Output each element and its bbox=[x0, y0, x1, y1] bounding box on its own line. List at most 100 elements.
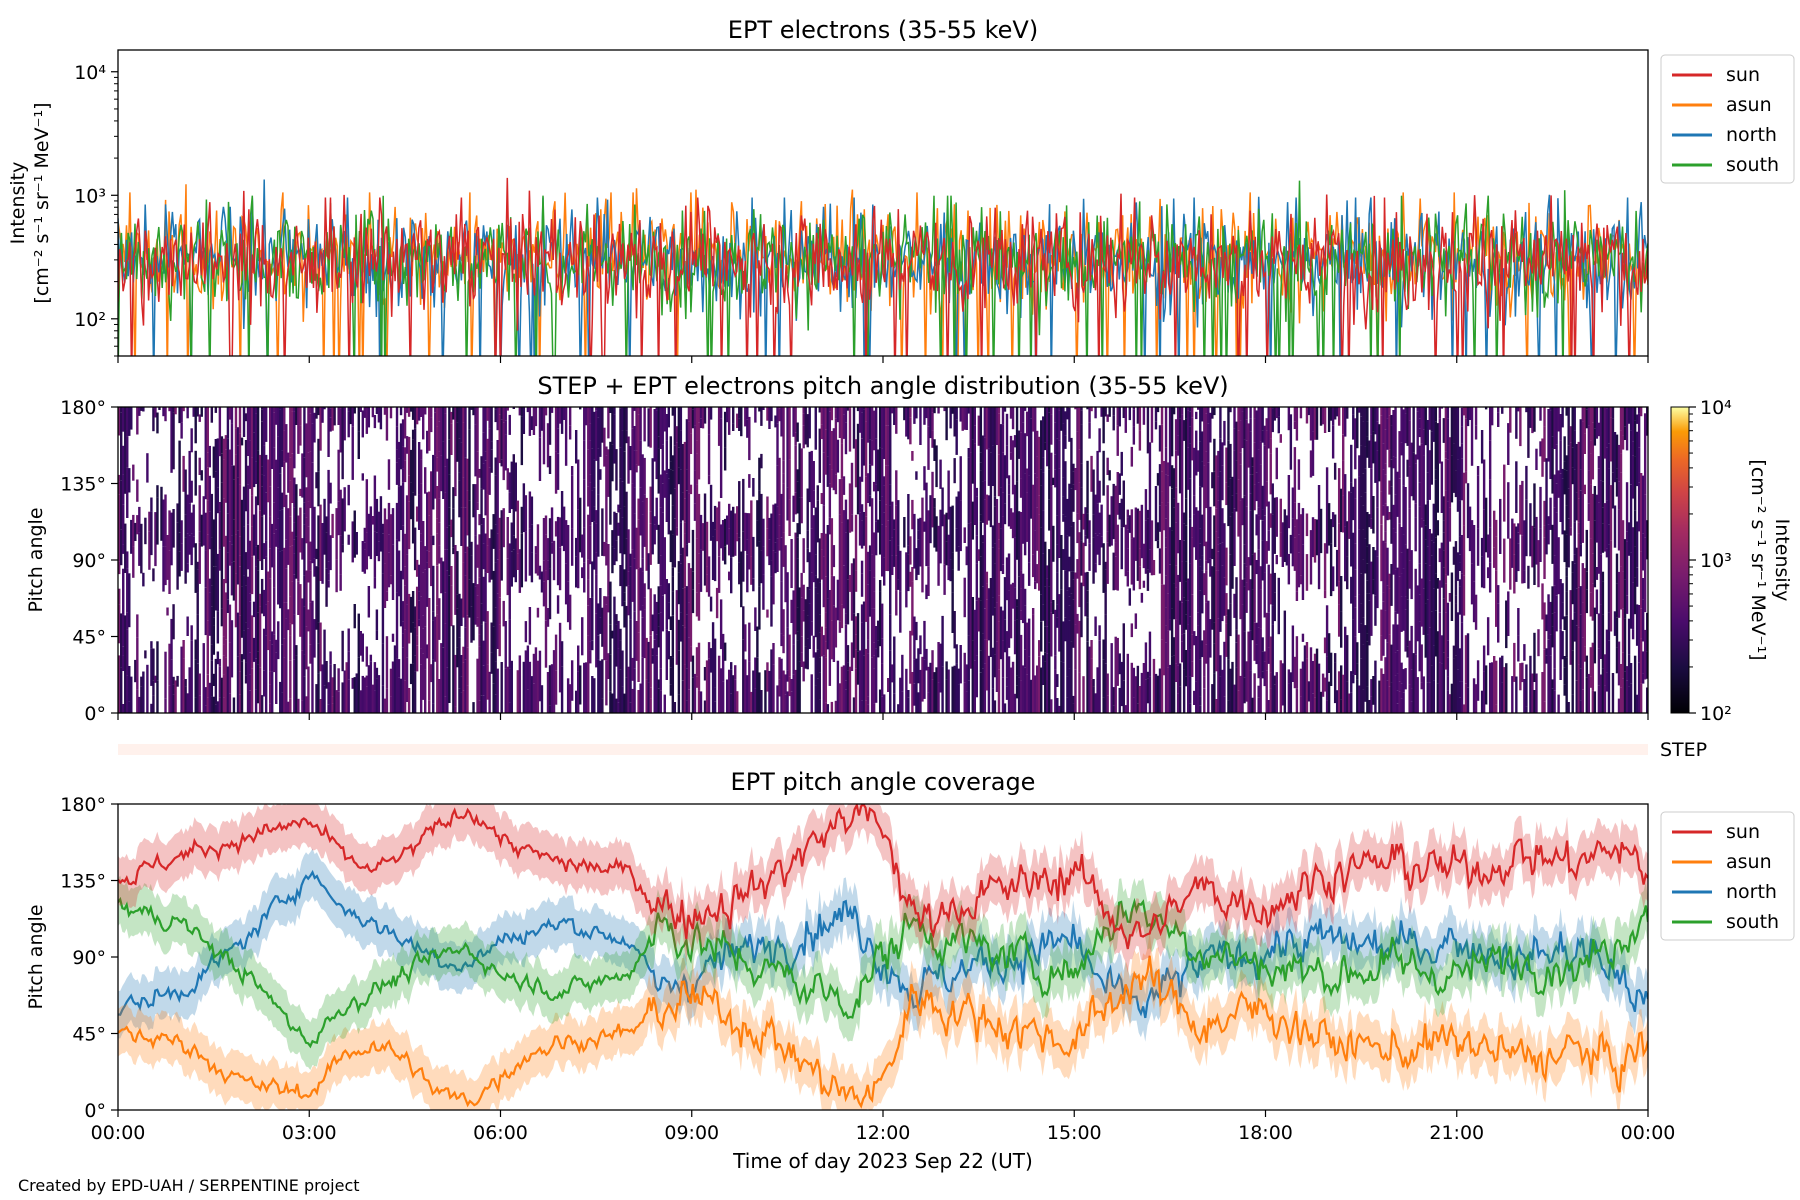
heatmap-cell bbox=[1048, 499, 1051, 531]
heatmap-cell bbox=[1599, 424, 1603, 481]
heatmap-cell bbox=[1337, 523, 1341, 582]
heatmap-cell bbox=[1406, 548, 1409, 600]
heatmap-cell bbox=[1309, 530, 1313, 585]
heatmap-cell bbox=[776, 538, 779, 562]
heatmap-cell bbox=[1559, 629, 1562, 665]
heatmap-cell bbox=[1617, 698, 1621, 713]
heatmap-cell bbox=[1384, 512, 1387, 532]
heatmap-cell bbox=[1158, 425, 1162, 452]
heatmap-cell bbox=[1563, 530, 1566, 563]
heatmap-cell bbox=[1142, 663, 1146, 713]
heatmap-cell bbox=[1629, 683, 1633, 713]
heatmap-cell bbox=[1422, 455, 1425, 477]
heatmap-cell bbox=[675, 426, 679, 443]
heatmap-cell bbox=[1404, 487, 1407, 545]
heatmap-cell bbox=[641, 571, 644, 606]
heatmap-cell bbox=[957, 684, 960, 713]
heatmap-cell bbox=[309, 602, 312, 645]
heatmap-cell bbox=[1122, 407, 1125, 418]
heatmap-cell bbox=[963, 652, 966, 683]
heatmap-cell bbox=[480, 555, 483, 604]
heatmap-cell bbox=[830, 407, 834, 421]
heatmap-cell bbox=[1633, 407, 1637, 421]
heatmap-cell bbox=[184, 537, 187, 584]
heatmap-cell bbox=[1422, 676, 1425, 713]
heatmap-cell bbox=[1551, 448, 1554, 494]
heatmap-cell bbox=[786, 428, 789, 448]
heatmap-cell bbox=[1305, 407, 1309, 424]
heatmap-cell bbox=[1470, 520, 1474, 541]
heatmap-cell bbox=[333, 407, 336, 426]
heatmap-cell bbox=[949, 407, 952, 429]
heatmap-cell bbox=[1581, 602, 1584, 624]
heatmap-cell bbox=[508, 702, 511, 713]
heatmap-cell bbox=[782, 483, 785, 533]
heatmap-cell bbox=[1118, 687, 1121, 713]
heatmap-cell bbox=[1553, 492, 1556, 508]
heatmap-cell bbox=[693, 703, 697, 713]
heatmap-cell bbox=[1464, 418, 1468, 472]
heatmap-cell bbox=[1462, 472, 1466, 526]
heatmap-cell bbox=[1535, 516, 1538, 565]
heatmap-cell bbox=[1354, 607, 1357, 636]
heatmap-cell bbox=[963, 682, 966, 713]
heatmap-cell bbox=[1078, 620, 1081, 673]
heatmap-cell bbox=[1386, 606, 1389, 643]
heatmap-cell bbox=[361, 675, 364, 713]
heatmap-cell bbox=[419, 648, 423, 665]
heatmap-cell bbox=[339, 408, 342, 453]
heatmap-cell bbox=[554, 451, 558, 494]
heatmap-cell bbox=[631, 483, 634, 508]
heatmap-cell bbox=[1052, 477, 1055, 485]
heatmap-cell bbox=[796, 616, 799, 632]
heatmap-cell bbox=[768, 539, 771, 566]
heatmap-cell bbox=[727, 503, 731, 529]
heatmap-cell bbox=[744, 407, 747, 427]
heatmap-cell bbox=[1488, 527, 1492, 563]
heatmap-cell bbox=[1573, 563, 1576, 613]
heatmap-cell bbox=[965, 691, 968, 713]
heatmap-cell bbox=[1273, 675, 1276, 685]
heatmap-cell bbox=[1134, 676, 1138, 713]
heatmap-cell bbox=[941, 487, 944, 527]
heatmap-cell bbox=[458, 472, 461, 481]
heatmap-cell bbox=[1042, 655, 1045, 685]
heatmap-cell bbox=[1329, 407, 1333, 421]
heatmap-cell bbox=[228, 491, 232, 542]
heatmap-cell bbox=[649, 635, 652, 688]
heatmap-cell bbox=[1191, 661, 1194, 677]
heatmap-cell bbox=[407, 688, 411, 713]
heatmap-cell bbox=[1128, 588, 1132, 606]
heatmap-cell bbox=[1269, 573, 1272, 605]
heatmap-cell bbox=[1291, 518, 1295, 567]
heatmap-cell bbox=[883, 694, 886, 713]
heatmap-cell bbox=[1146, 407, 1150, 454]
heatmap-cell bbox=[291, 407, 294, 412]
heatmap-cell bbox=[486, 545, 489, 573]
heatmap-cell bbox=[250, 615, 254, 669]
heatmap-cell bbox=[1563, 469, 1566, 495]
heatmap-cell bbox=[299, 488, 302, 497]
heatmap-cell bbox=[309, 407, 312, 414]
heatmap-cell bbox=[373, 577, 377, 589]
heatmap-cell bbox=[695, 484, 699, 539]
heatmap-cell bbox=[238, 484, 242, 537]
heatmap-cell bbox=[1543, 407, 1546, 427]
heatmap-cell bbox=[1619, 453, 1623, 473]
heatmap-cell bbox=[1036, 456, 1039, 478]
heatmap-cell bbox=[1027, 562, 1031, 586]
heatmap-cell bbox=[283, 657, 286, 713]
heatmap-cell bbox=[931, 471, 934, 528]
heatmap-cell bbox=[1495, 660, 1498, 705]
heatmap-cell bbox=[1396, 650, 1399, 674]
heatmap-cell bbox=[1529, 655, 1532, 713]
heatmap-cell bbox=[214, 704, 218, 713]
heatmap-cell bbox=[448, 474, 451, 508]
heatmap-cell bbox=[415, 506, 419, 522]
heatmap-cell bbox=[538, 650, 542, 702]
heatmap-cell bbox=[1225, 615, 1228, 624]
heatmap-cell bbox=[937, 642, 940, 683]
heatmap-cell bbox=[1094, 533, 1097, 549]
heatmap-cell bbox=[1189, 478, 1192, 519]
heatmap-cell bbox=[1040, 470, 1043, 486]
